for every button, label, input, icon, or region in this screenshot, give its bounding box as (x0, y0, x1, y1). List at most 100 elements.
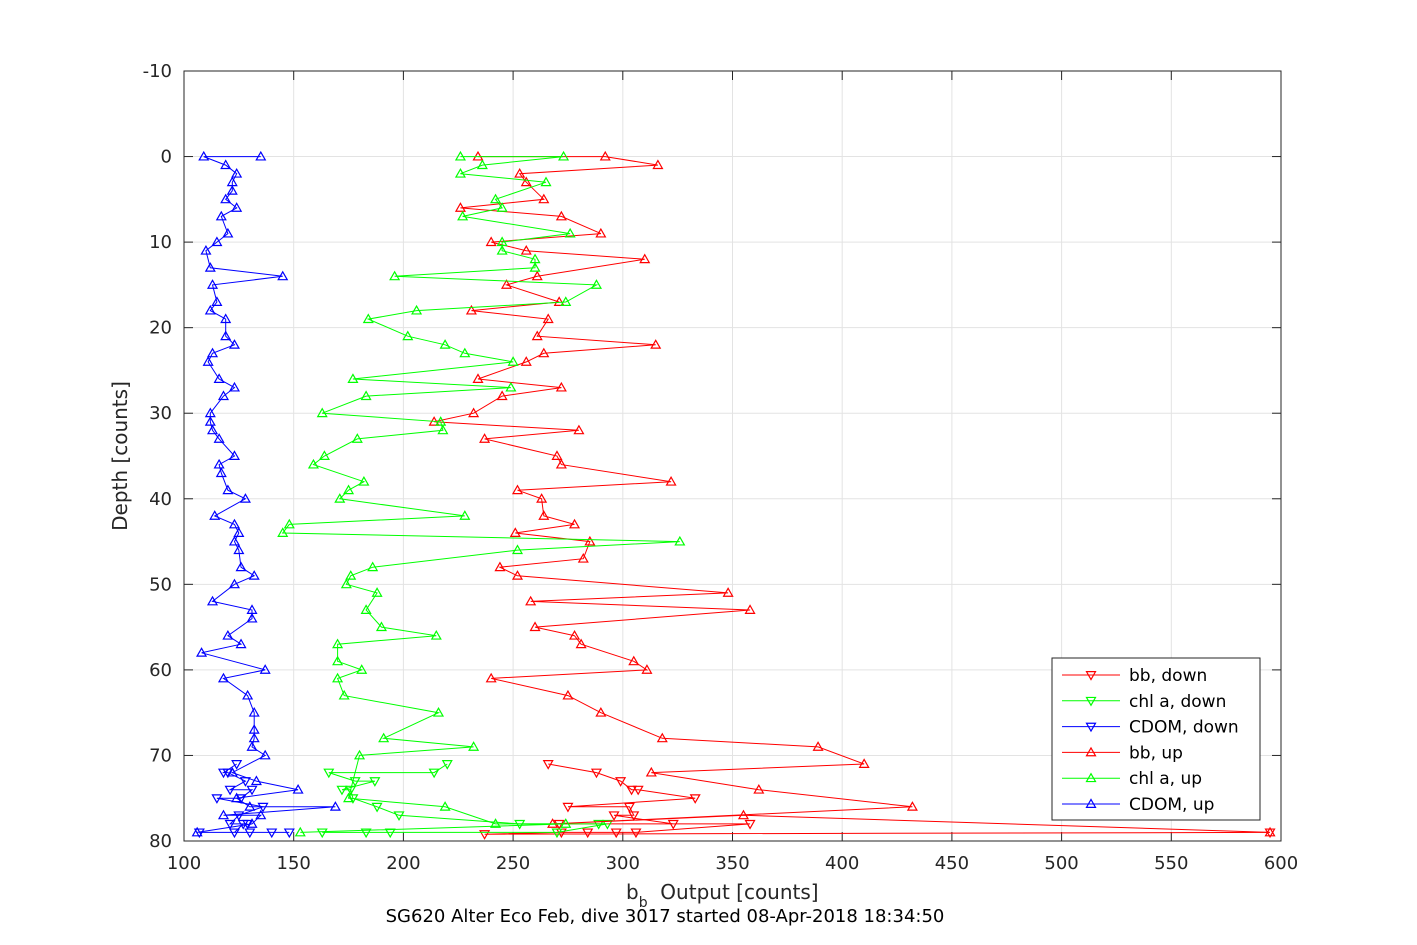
data-point (584, 535, 596, 546)
data-point (430, 629, 442, 640)
data-point (358, 475, 370, 486)
data-point (283, 828, 295, 839)
data-point (347, 373, 359, 383)
legend-marker (1085, 722, 1097, 733)
data-point (529, 621, 541, 632)
data-point (439, 801, 451, 811)
data-point (551, 450, 563, 460)
data-point (623, 802, 635, 813)
x-tick-label: 350 (715, 853, 749, 874)
data-point (345, 785, 357, 796)
data-point (615, 777, 627, 787)
data-point (220, 159, 232, 170)
data-point (316, 828, 328, 839)
data-point (536, 493, 548, 503)
data-point (239, 777, 251, 787)
data-point (235, 794, 247, 804)
x-tick-label: 250 (496, 853, 530, 874)
data-point (248, 706, 260, 717)
y-tick-label: 80 (149, 831, 172, 852)
data-point (244, 828, 256, 839)
data-point (595, 227, 607, 238)
data-point (441, 760, 453, 770)
data-point (485, 236, 497, 247)
data-point (454, 150, 466, 161)
data-point (228, 339, 240, 349)
data-point (490, 818, 502, 828)
data-point (551, 828, 563, 839)
data-point (468, 741, 480, 751)
legend-label: bb, down (1129, 666, 1207, 686)
data-point (496, 202, 508, 212)
data-point (538, 193, 550, 204)
data-point (217, 672, 230, 683)
legend-label: CDOM, down (1129, 718, 1239, 738)
data-point (206, 424, 219, 435)
data-point (231, 792, 243, 803)
series-chl-a-up (277, 150, 686, 837)
data-point (200, 244, 212, 255)
x-tick-label: 600 (1264, 853, 1298, 874)
data-point (479, 830, 491, 840)
data-point (248, 570, 260, 580)
x-tick-label: 400 (825, 853, 859, 874)
data-point (375, 621, 387, 632)
legend-marker (1085, 798, 1097, 808)
data-point (560, 818, 572, 828)
data-point (428, 768, 440, 779)
data-point (191, 826, 203, 837)
data-point (318, 450, 330, 460)
data-point (525, 595, 537, 606)
data-point (459, 510, 471, 520)
data-point (476, 159, 488, 170)
series-group (191, 150, 1276, 840)
data-point (590, 279, 603, 289)
series-line (322, 763, 608, 833)
x-tick-label: 450 (935, 853, 969, 874)
data-point (371, 587, 383, 597)
data-point (211, 794, 223, 804)
y-axis-label: Depth [counts] (108, 381, 132, 531)
series-bb-up (428, 150, 1276, 837)
data-point (248, 732, 260, 743)
data-point (459, 347, 471, 358)
data-point (610, 828, 622, 839)
data-point (332, 672, 344, 683)
data-point (220, 330, 232, 341)
y-tick-label: 0 (161, 147, 172, 168)
data-point (345, 570, 357, 580)
data-point (239, 493, 251, 503)
data-point (246, 818, 258, 828)
data-point (343, 484, 355, 495)
data-point (224, 819, 236, 830)
data-point (334, 493, 346, 503)
data-point (558, 150, 570, 161)
data-point (562, 802, 574, 813)
legend-marker (1085, 746, 1097, 757)
data-point (206, 595, 219, 606)
data-point (332, 655, 344, 666)
data-point (432, 706, 445, 717)
data-point (351, 433, 363, 443)
data-point (222, 768, 234, 779)
x-axis-label: bb Output [counts] (626, 880, 819, 911)
chart-title: SG620 Alter Eco Feb, dive 3017 started 0… (386, 906, 945, 927)
data-point (665, 475, 677, 486)
data-point (744, 819, 756, 830)
data-point (531, 330, 543, 341)
data-point (454, 202, 466, 212)
data-point (507, 356, 519, 366)
data-point (511, 570, 524, 580)
data-point (233, 811, 245, 822)
data-point (457, 210, 469, 221)
data-point (371, 802, 383, 813)
data-point (206, 279, 219, 289)
data-point (332, 638, 344, 649)
data-point (233, 544, 245, 555)
legend-label: bb, up (1129, 743, 1183, 763)
data-point (255, 809, 267, 820)
data-point (231, 760, 243, 770)
data-point (235, 561, 247, 572)
data-point (362, 313, 374, 324)
data-point (555, 381, 567, 392)
